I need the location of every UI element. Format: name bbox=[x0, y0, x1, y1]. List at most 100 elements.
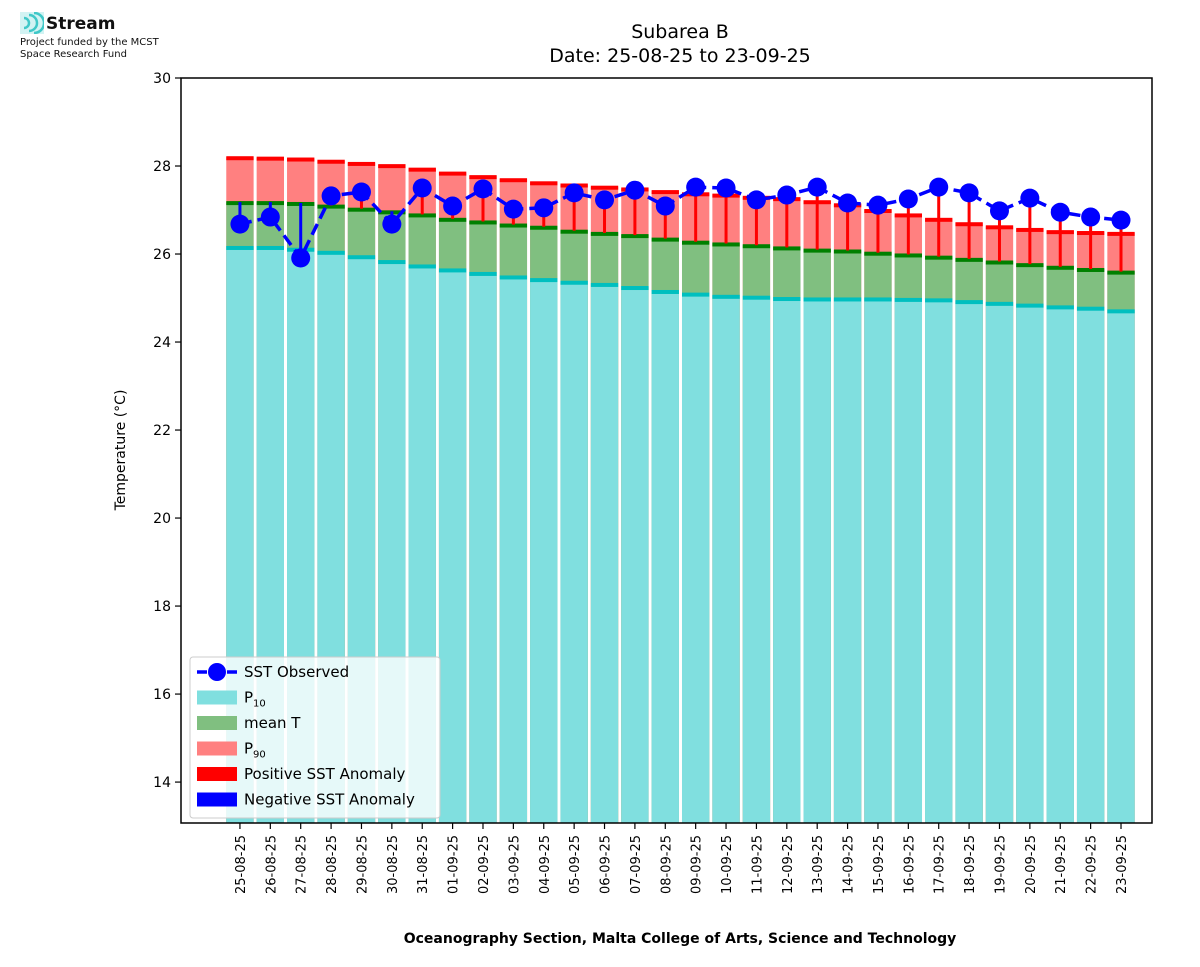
chart-title: Subarea B bbox=[631, 21, 729, 43]
sst-observed-point bbox=[746, 190, 766, 210]
bar-edge-mean bbox=[621, 234, 649, 239]
sst-observed-point bbox=[382, 214, 402, 234]
x-tick-label: 09-09-25 bbox=[690, 835, 705, 894]
bar-edge-p10 bbox=[1016, 303, 1044, 308]
sst-observed-point bbox=[807, 177, 827, 197]
bar-p10 bbox=[590, 283, 619, 823]
legend-sst-marker bbox=[208, 663, 226, 681]
sst-observed-point bbox=[686, 177, 706, 197]
bar-edge-p10 bbox=[985, 301, 1014, 306]
sst-observed-point bbox=[1111, 210, 1131, 230]
x-tick-label: 25-08-25 bbox=[234, 835, 249, 894]
bar-p10 bbox=[985, 302, 1014, 823]
sst-observed-point bbox=[989, 201, 1009, 221]
x-tick-label: 15-09-25 bbox=[872, 835, 887, 894]
logo-subtitle-line1: Project funded by the MCST bbox=[20, 37, 159, 48]
x-tick-label: 06-09-25 bbox=[599, 835, 614, 894]
x-tick-label: 21-09-25 bbox=[1054, 835, 1069, 894]
logo-subtitle: Project funded by the MCST Space Researc… bbox=[20, 37, 220, 61]
bar-p10 bbox=[773, 298, 801, 823]
sst-observed-point bbox=[230, 214, 250, 234]
bar-edge-p90 bbox=[408, 167, 436, 172]
bar-edge-mean bbox=[317, 204, 345, 209]
bar-edge-mean bbox=[742, 244, 771, 249]
bar-edge-mean bbox=[833, 249, 862, 254]
x-tick-label: 13-09-25 bbox=[811, 835, 826, 894]
bar-edge-p10 bbox=[408, 264, 436, 269]
x-axis-label: Oceanography Section, Malta College of A… bbox=[404, 931, 957, 947]
legend-label-main: mean T bbox=[244, 714, 301, 732]
sst-observed-point bbox=[443, 196, 463, 216]
bar-edge-mean bbox=[681, 240, 710, 245]
legend-label: P10 bbox=[244, 689, 266, 710]
legend-label: SST Observed bbox=[244, 663, 349, 681]
chart-subtitle: Date: 25-08-25 to 23-09-25 bbox=[549, 45, 811, 67]
y-tick-label: 16 bbox=[153, 687, 171, 703]
sst-observed-point bbox=[1050, 202, 1070, 222]
sst-observed-point bbox=[625, 180, 645, 200]
x-tick-label: 14-09-25 bbox=[842, 835, 857, 894]
bar-edge-p90 bbox=[499, 178, 528, 183]
x-tick-label: 22-09-25 bbox=[1085, 835, 1100, 894]
bar-edge-p10 bbox=[742, 295, 771, 300]
legend-swatch-negative-anomaly bbox=[197, 792, 237, 807]
bar-edge-p10 bbox=[955, 300, 983, 305]
sst-observed-point bbox=[898, 189, 918, 209]
bar-p10 bbox=[499, 276, 528, 823]
x-tick-label: 26-08-25 bbox=[264, 835, 279, 894]
bar-edge-p90 bbox=[347, 161, 376, 166]
sst-observed-point bbox=[1020, 188, 1040, 208]
bar-edge-mean bbox=[347, 207, 376, 212]
bar-edge-mean bbox=[1016, 263, 1044, 268]
bar-p10 bbox=[803, 298, 831, 823]
x-tick-label: 20-09-25 bbox=[1024, 835, 1039, 894]
bar-edge-mean bbox=[985, 260, 1014, 265]
bar-edge-p10 bbox=[925, 298, 953, 303]
legend-label-sub: 10 bbox=[253, 699, 266, 710]
logo-subtitle-line2: Space Research Fund bbox=[20, 49, 127, 60]
sst-observed-point bbox=[1081, 207, 1101, 227]
x-tick-label: 05-09-25 bbox=[568, 835, 583, 894]
bar-edge-p90 bbox=[378, 164, 406, 169]
logo-name: Stream bbox=[46, 14, 116, 34]
bar-edge-mean bbox=[530, 225, 558, 230]
bar-edge-p10 bbox=[226, 245, 254, 250]
bar-edge-mean bbox=[560, 229, 588, 234]
bar-edge-p10 bbox=[438, 268, 467, 273]
bar-edge-p10 bbox=[1076, 306, 1105, 311]
sst-observed-point bbox=[351, 182, 371, 202]
bar-edge-p10 bbox=[378, 260, 406, 265]
sst-observed-point bbox=[503, 199, 523, 219]
bar-edge-p90 bbox=[287, 157, 315, 162]
legend-label-sub: 90 bbox=[253, 750, 266, 761]
legend-box bbox=[189, 656, 441, 819]
bar-edge-p10 bbox=[469, 271, 497, 276]
bar-p10 bbox=[833, 298, 862, 823]
bar-edge-p90 bbox=[226, 156, 254, 161]
bar-edge-p10 bbox=[651, 289, 679, 294]
bar-p10 bbox=[681, 293, 710, 823]
legend-label: mean T bbox=[244, 714, 301, 732]
bar-edge-p90 bbox=[651, 190, 679, 195]
bar-p10 bbox=[1016, 304, 1044, 823]
y-tick-label: 24 bbox=[153, 335, 171, 351]
legend-swatch-positive-anomaly bbox=[197, 767, 237, 781]
y-axis-label: Temperature (°C) bbox=[113, 390, 129, 512]
y-tick-label: 26 bbox=[153, 247, 171, 263]
bar-edge-mean bbox=[1107, 270, 1135, 275]
bar-p10 bbox=[1046, 306, 1074, 823]
bar-edge-p10 bbox=[347, 255, 376, 260]
x-tick-label: 31-08-25 bbox=[416, 835, 431, 894]
bar-edge-mean bbox=[438, 217, 467, 222]
bar-edge-mean bbox=[1046, 265, 1074, 270]
y-tick-label: 22 bbox=[153, 423, 171, 439]
bar-edge-p10 bbox=[712, 294, 740, 299]
bar-edge-p10 bbox=[256, 245, 284, 250]
bar-p10 bbox=[1107, 310, 1135, 823]
sst-observed-point bbox=[534, 198, 554, 218]
x-tick-label: 01-09-25 bbox=[447, 835, 462, 894]
bar-edge-mean bbox=[955, 257, 983, 262]
plot-area: 14 16 18 20 22 24 26 28 30 25-08-25 26-08-25 27-08-… bbox=[153, 71, 1153, 894]
legend-label: P90 bbox=[244, 740, 266, 761]
